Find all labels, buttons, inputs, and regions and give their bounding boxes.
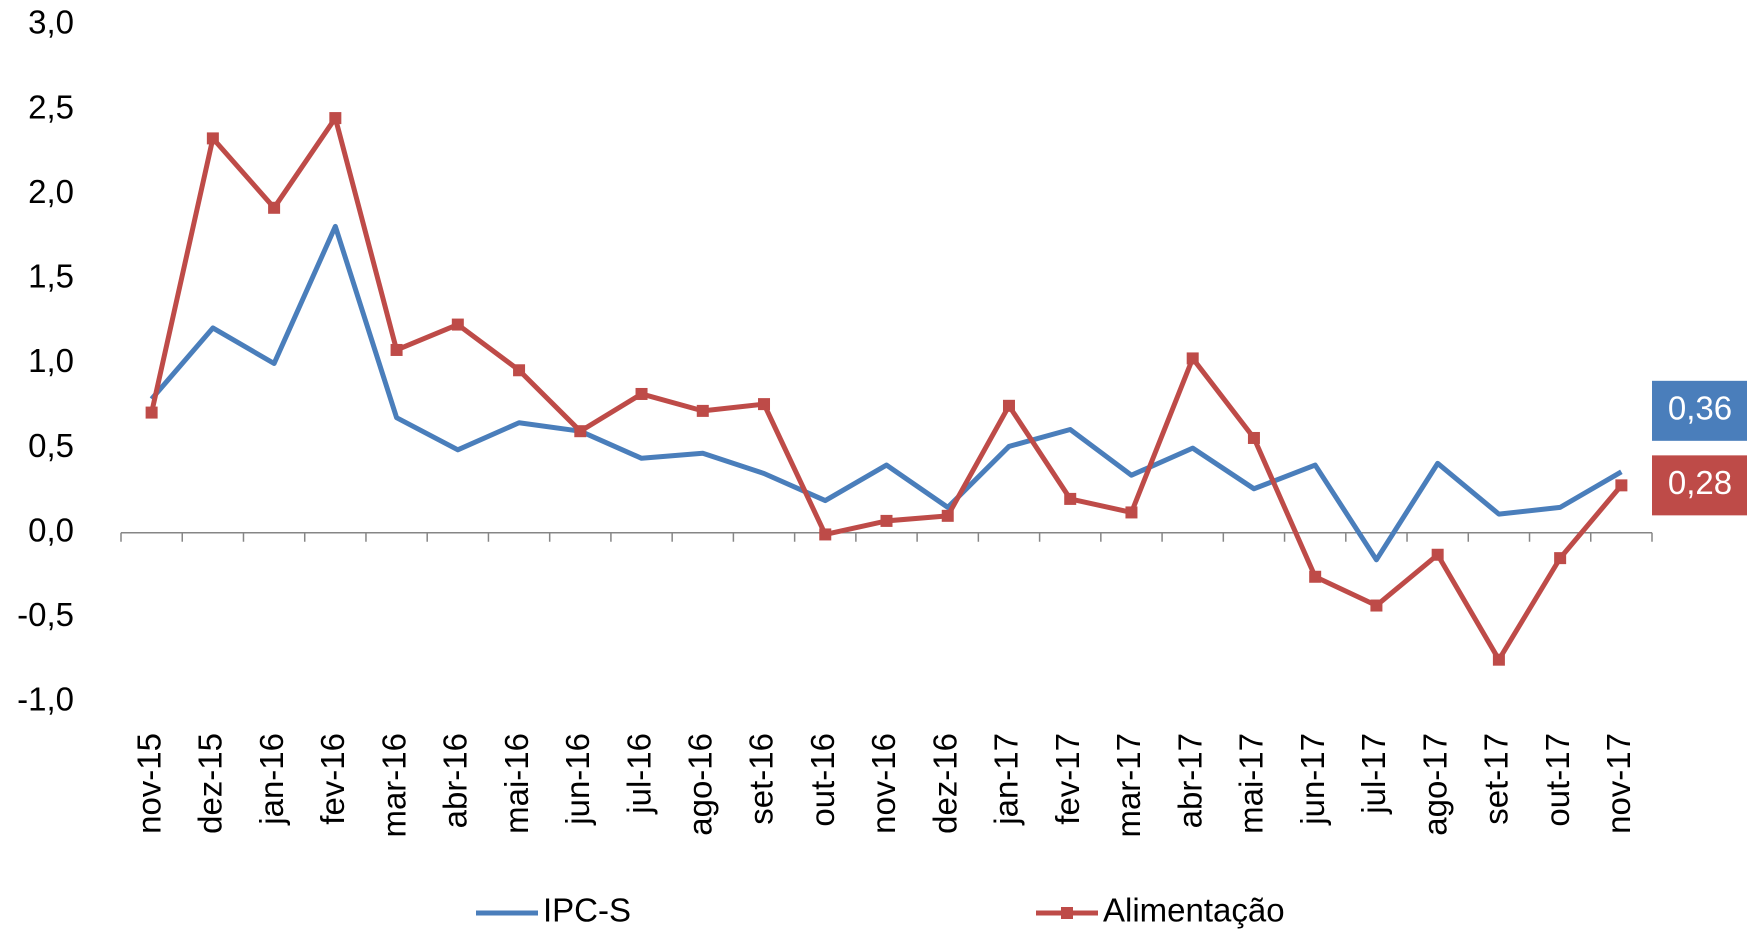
marker (206, 132, 219, 145)
legend-marker (1061, 907, 1073, 919)
x-tick-label: mar-16 (375, 733, 412, 838)
marker (329, 112, 342, 125)
marker (635, 387, 648, 400)
y-tick-label: 0,0 (28, 511, 74, 548)
legend-label: Alimentação (1103, 892, 1285, 929)
x-tick-label: abr-17 (1171, 733, 1208, 828)
marker (941, 509, 954, 522)
x-tick-label: fev-17 (1049, 733, 1086, 825)
marker (145, 406, 158, 419)
value-label: 0,36 (1668, 390, 1732, 427)
legend-label: IPC-S (543, 892, 631, 929)
marker (1492, 653, 1505, 666)
x-tick-label: mai-16 (498, 733, 535, 834)
y-tick-label: 0,5 (28, 427, 74, 464)
x-tick-label: dez-16 (926, 733, 963, 834)
value-label-box (1652, 455, 1747, 516)
y-tick-label: 2,0 (28, 173, 74, 210)
series-line (149, 223, 1623, 563)
marker (390, 343, 403, 356)
marker (574, 425, 587, 438)
marker (1002, 399, 1015, 412)
marker (513, 364, 526, 377)
x-tick-label: ago-17 (1416, 733, 1453, 836)
value-label-box (1652, 380, 1747, 441)
series-line (149, 115, 1624, 663)
x-tick-label: jul-16 (620, 733, 657, 815)
x-tick-label: jan-17 (988, 733, 1025, 826)
x-tick-label: abr-16 (437, 733, 474, 828)
marker (1186, 352, 1199, 365)
y-tick-label: 3,0 (28, 4, 74, 41)
x-tick-label: out-17 (1539, 733, 1576, 827)
x-tick-label: mar-17 (1110, 733, 1147, 838)
x-tick-label: dez-15 (192, 733, 229, 834)
x-tick-label: fev-16 (314, 733, 351, 825)
marker (1125, 506, 1138, 519)
x-tick-label: jan-16 (253, 733, 290, 826)
x-tick-label: mai-17 (1233, 733, 1270, 834)
x-tick-label: nov-15 (130, 733, 167, 834)
marker (1554, 552, 1567, 565)
y-tick-label: 1,0 (28, 342, 74, 379)
y-tick-label: -1,0 (17, 681, 74, 718)
x-tick-label: out-16 (804, 733, 841, 827)
x-tick-label: set-17 (1478, 733, 1515, 825)
marker (1615, 479, 1628, 492)
x-tick-label: nov-17 (1600, 733, 1637, 834)
marker (1370, 599, 1383, 612)
x-tick-label: nov-16 (865, 733, 902, 834)
marker (268, 201, 281, 214)
x-tick-label: jun-17 (1294, 733, 1331, 826)
marker (1064, 492, 1077, 505)
x-tick-label: set-16 (743, 733, 780, 825)
x-tick-label: jun-16 (559, 733, 596, 826)
marker (1309, 570, 1322, 583)
marker (696, 404, 709, 417)
marker (1247, 431, 1260, 444)
y-tick-label: 2,5 (28, 88, 74, 125)
x-tick-label: jul-17 (1355, 733, 1392, 815)
marker (1431, 548, 1444, 561)
value-label: 0,28 (1668, 464, 1732, 501)
marker (819, 528, 832, 541)
marker (880, 514, 893, 527)
y-tick-label: 1,5 (28, 258, 74, 295)
marker (758, 398, 771, 411)
y-tick-label: -0,5 (17, 596, 74, 633)
marker (451, 318, 464, 331)
x-tick-label: ago-16 (681, 733, 718, 836)
